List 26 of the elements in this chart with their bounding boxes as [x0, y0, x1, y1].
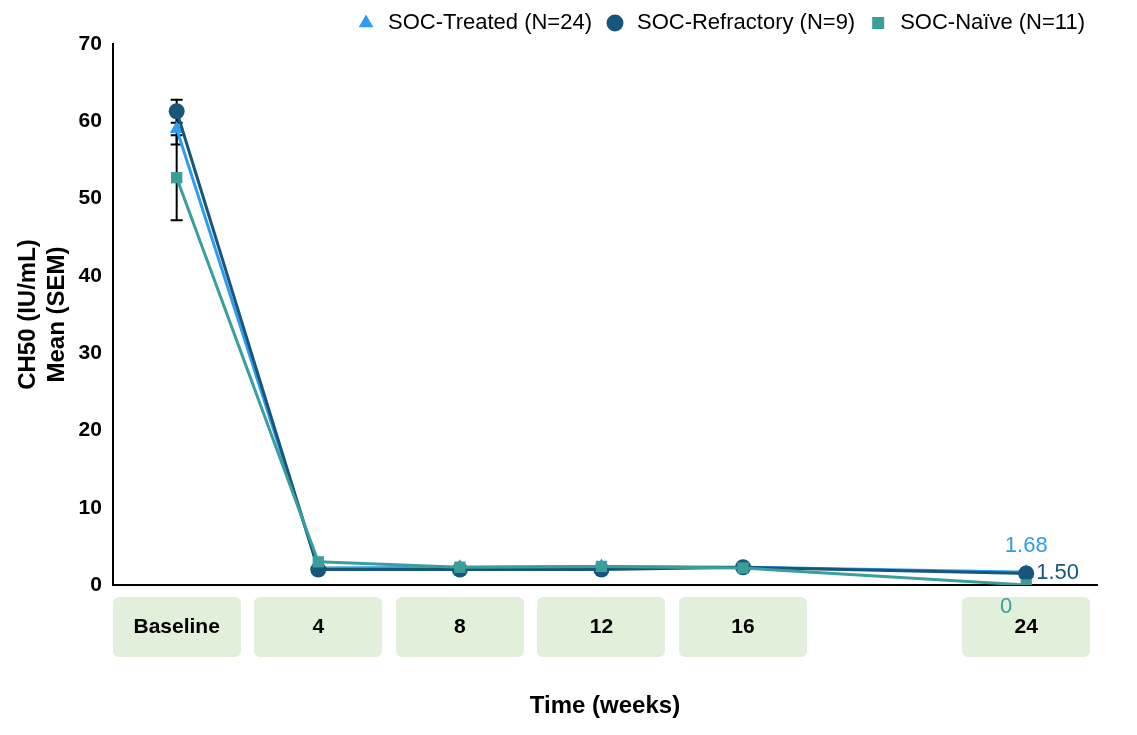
x-tick-label: 8 [454, 614, 467, 638]
x-axis-title: Time (weeks) [529, 691, 681, 719]
y-tick-label: 40 [78, 262, 102, 286]
x-tick-label: 16 [731, 614, 755, 638]
y-tick-label: 20 [78, 417, 102, 441]
y-tick-label: 10 [78, 494, 102, 518]
point [168, 103, 185, 120]
data-label: 1.68 [1004, 532, 1048, 558]
point [171, 172, 183, 184]
data-label: 0 [999, 593, 1013, 619]
legend-label: SOC-Treated (N=24) [388, 9, 592, 35]
x-tick-label: Baseline [133, 614, 220, 638]
point [312, 556, 324, 568]
legend-label: SOC-Refractory (N=9) [636, 9, 856, 35]
legend-label: SOC-Naïve (N=11) [900, 9, 1085, 35]
y-tick-label: 30 [78, 339, 102, 363]
y-tick-label: 60 [78, 108, 102, 132]
x-tick-label: 12 [589, 614, 614, 638]
x-tick-label: 24 [1014, 614, 1039, 638]
y-tick-label: 0 [90, 571, 102, 595]
y-tick-label: 70 [78, 30, 102, 54]
point [1018, 565, 1035, 582]
y-axis-title: CH50 (IU/mL) Mean (SEM) [13, 239, 69, 390]
y-tick-label: 50 [78, 185, 102, 209]
data-label: 1.50 [1036, 559, 1080, 585]
x-tick-label: 4 [312, 614, 325, 638]
